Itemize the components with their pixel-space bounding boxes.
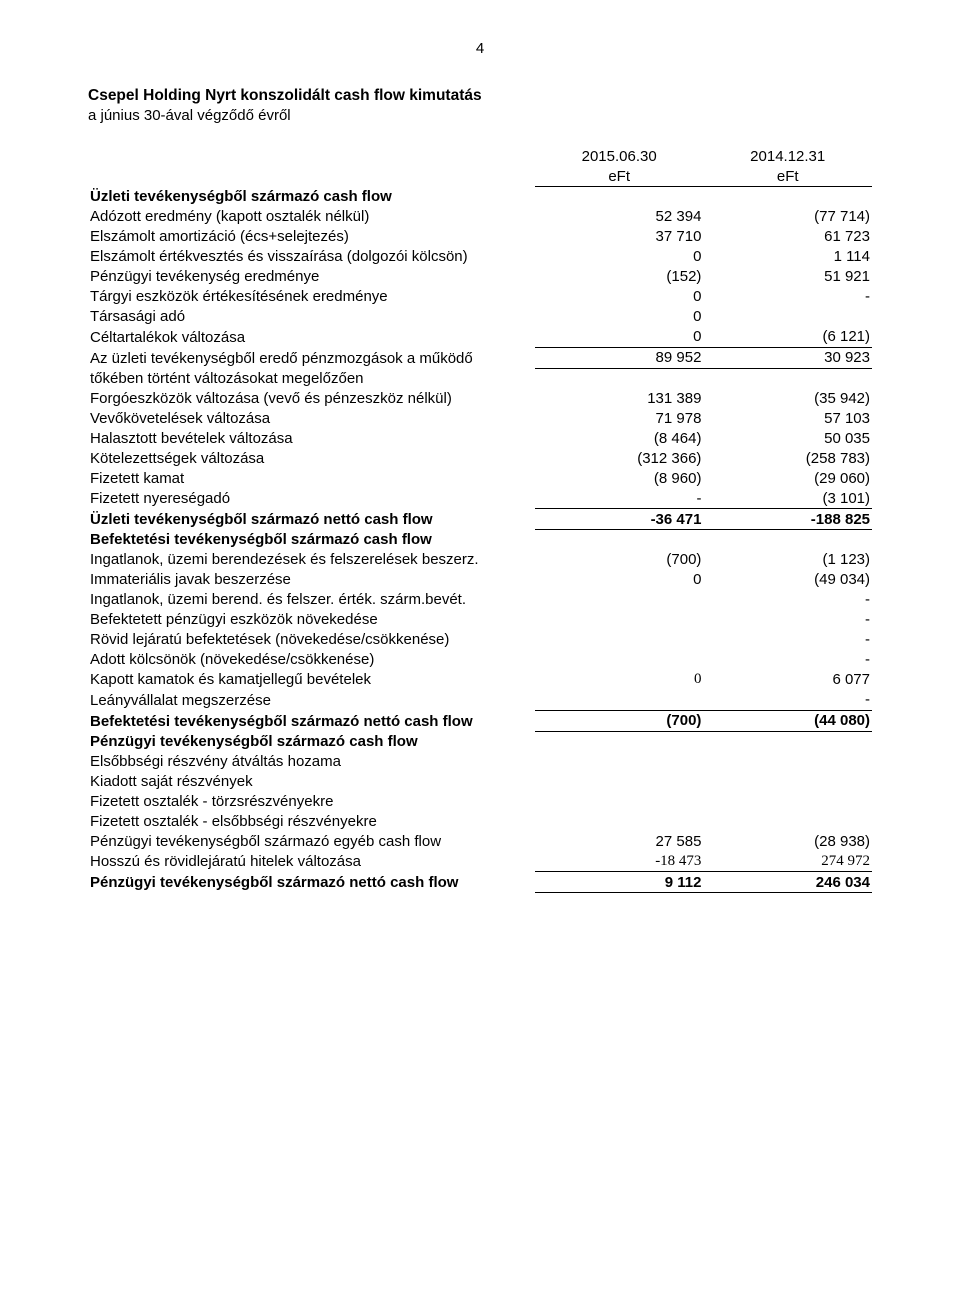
table-row: Pénzügyi tevékenységből származó egyéb c… (88, 831, 872, 851)
table-row: tőkében történt változásokat megelőzően (88, 368, 872, 388)
col1-date: 2015.06.30 (535, 146, 704, 166)
table-row: Adózott eredmény (kapott osztalék nélkül… (88, 207, 872, 227)
table-row: Pénzügyi tevékenységből származó cash fl… (88, 731, 872, 751)
col2-unit: eFt (703, 166, 872, 187)
table-row: Az üzleti tevékenységből eredő pénzmozgá… (88, 347, 872, 368)
table-row: Fizetett osztalék - törzsrészvényekre (88, 791, 872, 811)
section3-total-row: Pénzügyi tevékenységből származó nettó c… (88, 872, 872, 893)
table-row: Adott kölcsönök (növekedése/csökkenése) … (88, 650, 872, 670)
table-row: Rövid lejáratú befektetések (növekedése/… (88, 630, 872, 650)
table-row: Befektetési tevékenységből származó cash… (88, 530, 872, 550)
header-dates-row: 2015.06.30 2014.12.31 (88, 146, 872, 166)
table-row: Fizetett kamat (8 960) (29 060) (88, 468, 872, 488)
table-row: Pénzügyi tevékenység eredménye (152) 51 … (88, 267, 872, 287)
table-row: Céltartalékok változása 0 (6 121) (88, 327, 872, 348)
table-row: Kötelezettségek változása (312 366) (258… (88, 448, 872, 468)
section1-total-row: Üzleti tevékenységből származó nettó cas… (88, 509, 872, 530)
table-row: Kapott kamatok és kamatjellegű bevételek… (88, 670, 872, 690)
section1-heading: Üzleti tevékenységből származó cash flow (88, 187, 535, 207)
table-row: Halasztott bevételek változása (8 464) 5… (88, 428, 872, 448)
col1-unit: eFt (535, 166, 704, 187)
table-row: Elszámolt értékvesztés és visszaírása (d… (88, 247, 872, 267)
table-row: Ingatlanok, üzemi berend. és felszer. ér… (88, 590, 872, 610)
table-row: Elszámolt amortizáció (écs+selejtezés) 3… (88, 227, 872, 247)
table-row: Forgóeszközök változása (vevő és pénzesz… (88, 388, 872, 408)
col2-date: 2014.12.31 (703, 146, 872, 166)
document-title: Csepel Holding Nyrt konszolidált cash fl… (88, 87, 872, 105)
section3-heading: Pénzügyi tevékenységből származó cash fl… (88, 731, 535, 751)
table-row: Ingatlanok, üzemi berendezések és felsze… (88, 550, 872, 570)
table-row: Fizetett nyereségadó - (3 101) (88, 488, 872, 509)
header-units-row: eFt eFt (88, 166, 872, 187)
table-row: Leányvállalat megszerzése - (88, 690, 872, 711)
table-row: Társasági adó 0 (88, 307, 872, 327)
page: 4 Csepel Holding Nyrt konszolidált cash … (0, 0, 960, 1313)
cashflow-table: 2015.06.30 2014.12.31 eFt eFt Üzleti tev… (88, 146, 872, 893)
table-row: Elsőbbségi részvény átváltás hozama (88, 751, 872, 771)
table-row: Immateriális javak beszerzése 0 (49 034) (88, 570, 872, 590)
table-row: Hosszú és rövidlejáratú hitelek változás… (88, 851, 872, 872)
page-number: 4 (88, 40, 872, 57)
table-row: Üzleti tevékenységből származó cash flow (88, 187, 872, 207)
table-row: Kiadott saját részvények (88, 771, 872, 791)
table-row: Vevőkövetelések változása 71 978 57 103 (88, 408, 872, 428)
table-row: Fizetett osztalék - elsőbbségi részvénye… (88, 811, 872, 831)
document-subtitle: a június 30-ával végződő évről (88, 107, 872, 124)
section2-total-row: Befektetési tevékenységből származó nett… (88, 710, 872, 731)
table-row: Befektetett pénzügyi eszközök növekedése… (88, 610, 872, 630)
table-row: Tárgyi eszközök értékesítésének eredmény… (88, 287, 872, 307)
section2-heading: Befektetési tevékenységből származó cash… (88, 530, 535, 550)
